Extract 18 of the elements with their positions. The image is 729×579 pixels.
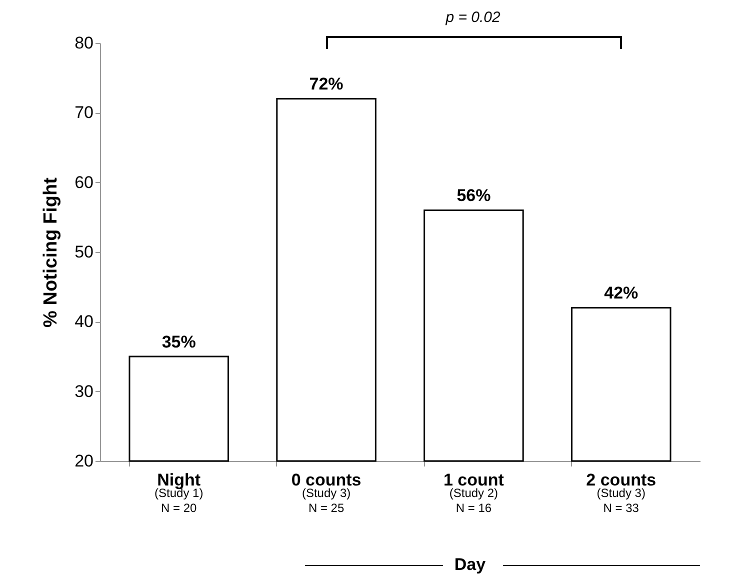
category-label: 0 counts (Study 3) N = 25 [291, 470, 362, 515]
category-label: Night (Study 1) N = 20 [154, 470, 204, 515]
text: Day [454, 555, 486, 574]
y-tick-label: 30 [74, 382, 94, 401]
y-tick-label: 40 [74, 312, 94, 332]
y-tick-label: 80 [74, 34, 94, 52]
y-tick-label: 60 [74, 172, 94, 192]
y-tick-label: 20 [74, 452, 94, 470]
text: p = 0.02 [444, 9, 501, 26]
data-label: 35% [162, 332, 196, 352]
data-label: 72% [309, 74, 344, 94]
y-tick-label: 70 [74, 103, 94, 122]
data-label: 56% [456, 186, 491, 206]
data-label: 42% [604, 284, 638, 303]
y-axis-title: % Noticing Fight [40, 176, 62, 328]
y-tick-label: 50 [74, 242, 94, 262]
category-label: 2 counts (Study 3) N = 33 [586, 470, 656, 515]
category-label: 1 count (Study 2) N = 16 [443, 470, 504, 515]
